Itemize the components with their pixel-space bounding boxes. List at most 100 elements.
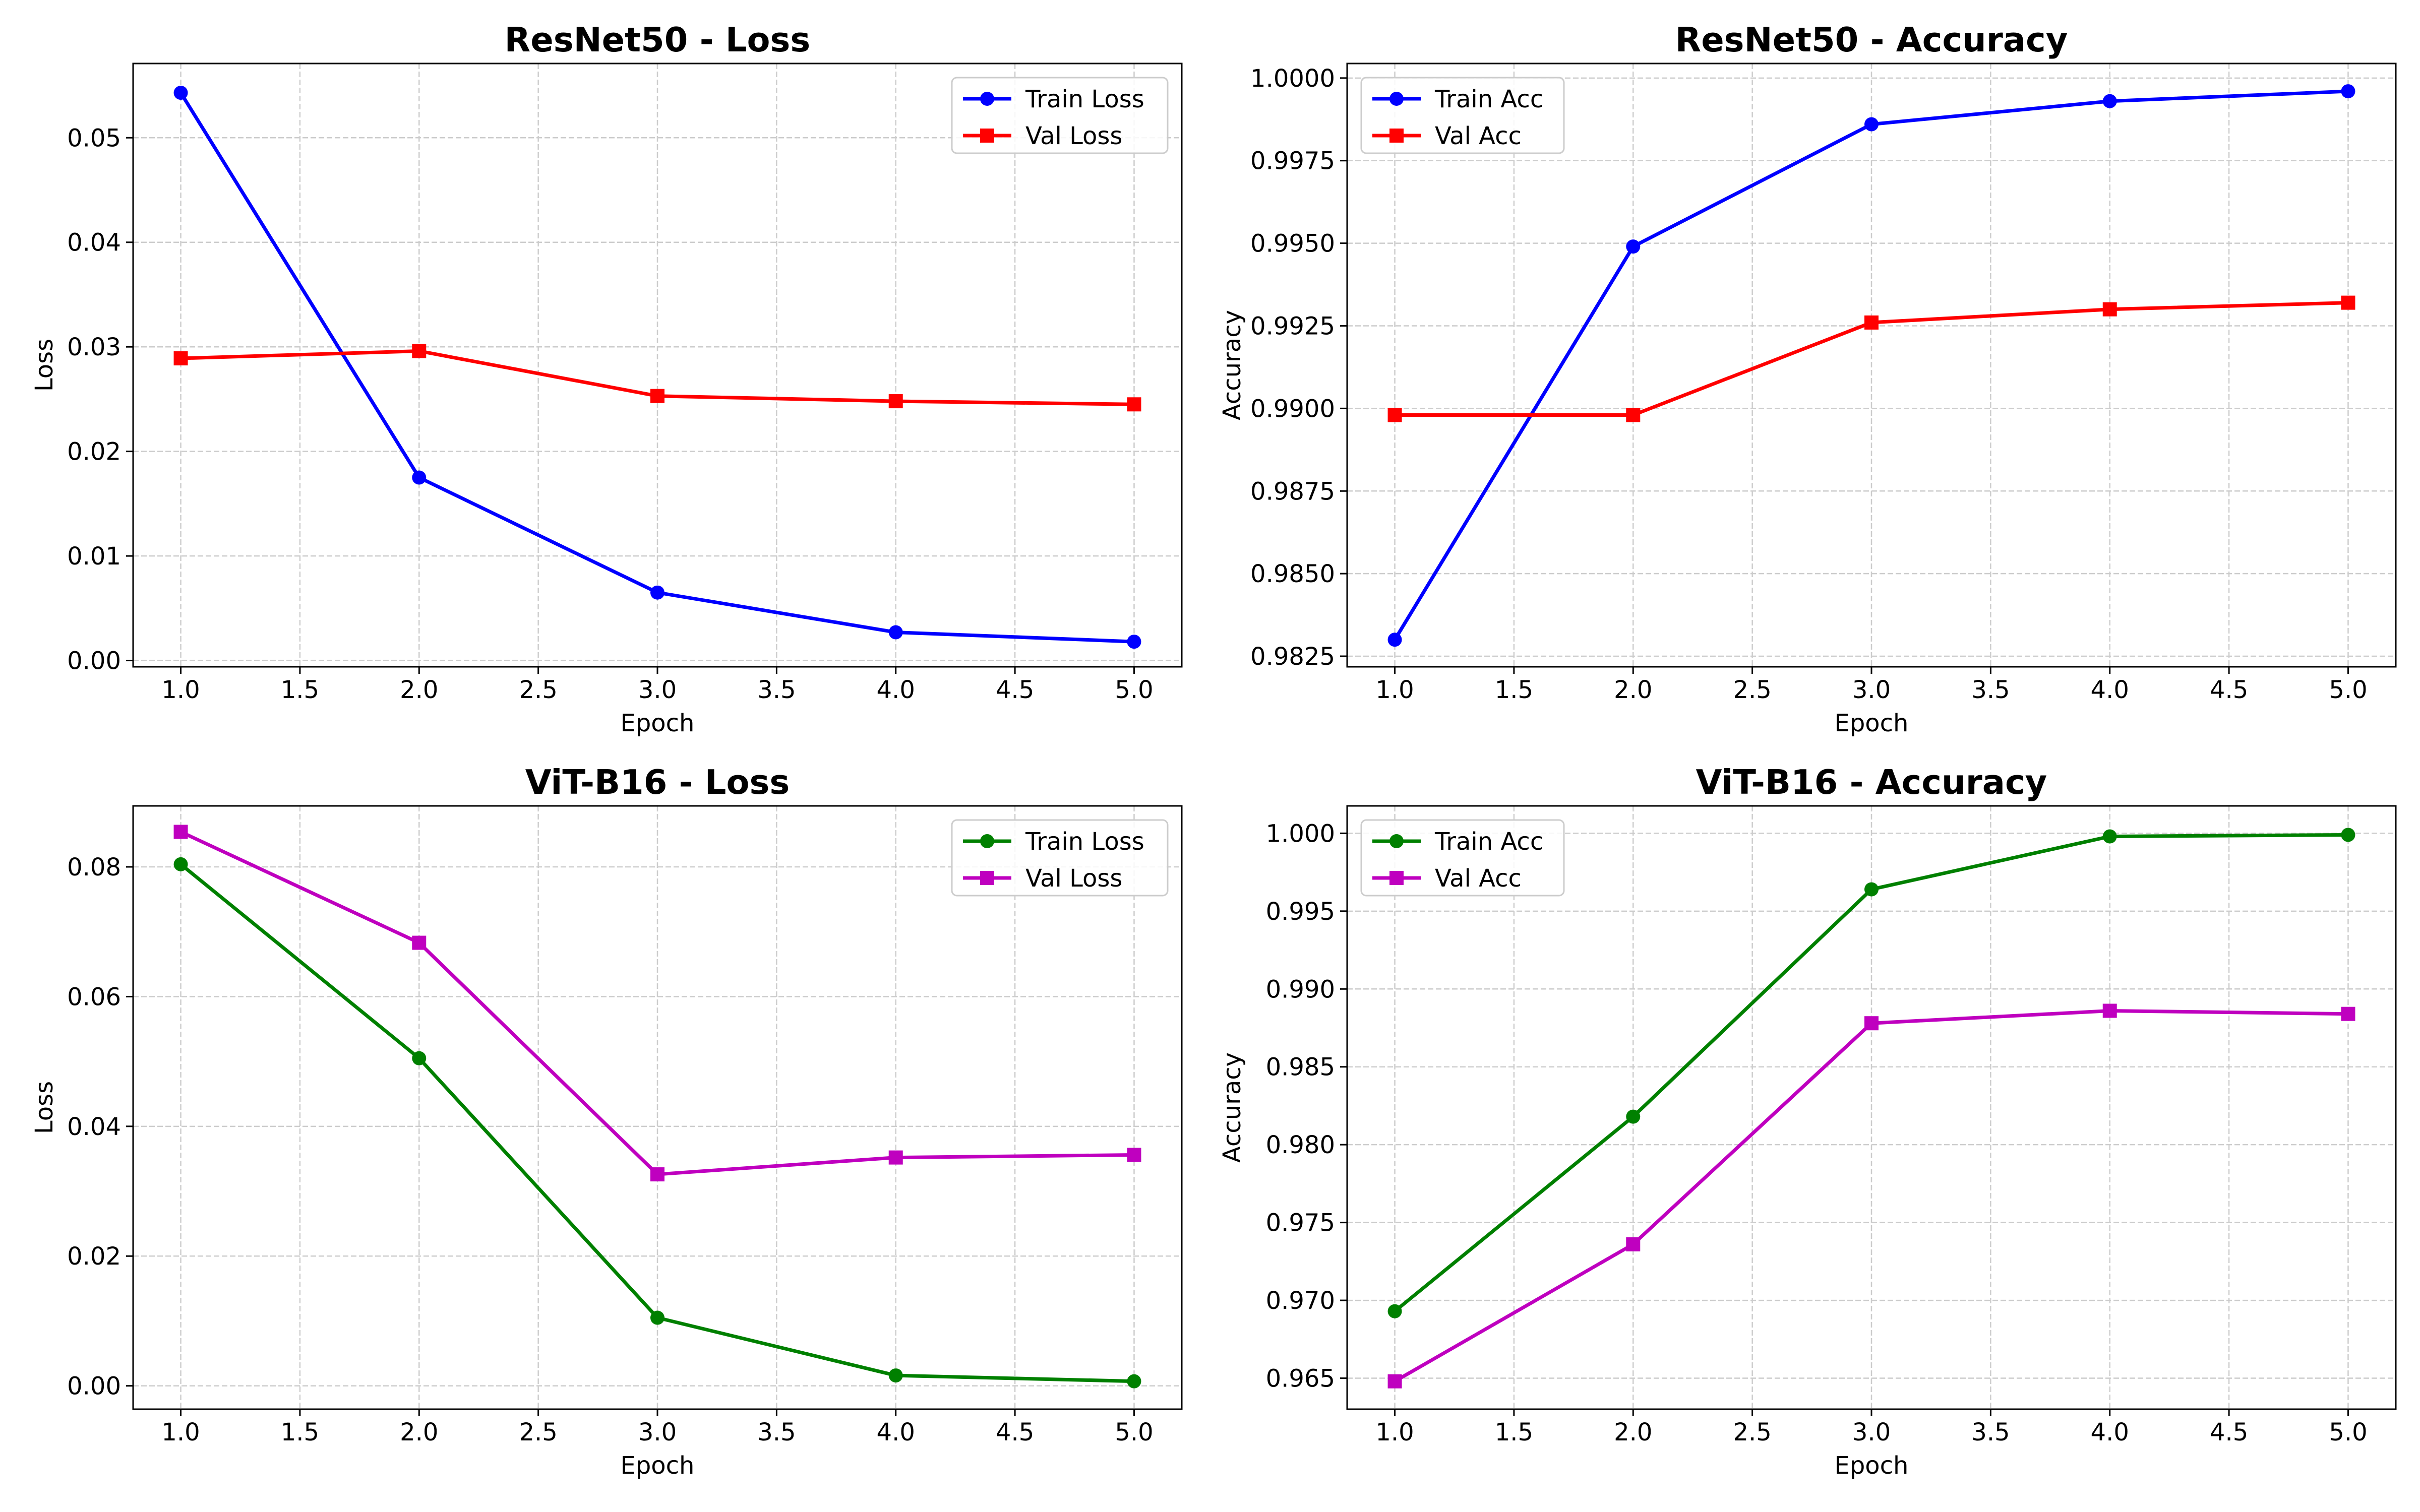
x-tick-label: 1.0 xyxy=(1375,1418,1414,1446)
legend-marker xyxy=(1389,129,1404,143)
data-point xyxy=(650,1167,664,1182)
data-point xyxy=(2102,302,2117,317)
x-tick-label: 3.0 xyxy=(638,676,677,704)
data-point xyxy=(2341,1006,2355,1021)
y-tick-label: 0.08 xyxy=(67,853,121,881)
x-tick-label: 3.5 xyxy=(1971,676,2010,704)
y-tick-label: 0.04 xyxy=(67,1113,121,1141)
chart-title: ResNet50 - Accuracy xyxy=(1675,20,2068,59)
x-tick-label: 2.0 xyxy=(400,676,438,704)
data-point xyxy=(173,857,188,871)
y-tick-label: 0.990 xyxy=(1266,975,1335,1003)
y-axis-label: Accuracy xyxy=(1218,310,1246,420)
legend-marker xyxy=(1389,92,1404,106)
x-axis-label: Epoch xyxy=(1835,709,1909,737)
x-tick-label: 4.5 xyxy=(2210,676,2248,704)
series-train-acc xyxy=(1387,84,2355,647)
y-tick-label: 0.9825 xyxy=(1250,643,1335,671)
x-tick-label: 2.5 xyxy=(1733,1418,1771,1446)
legend-marker xyxy=(980,129,994,143)
chart-title: ViT-B16 - Loss xyxy=(525,763,790,802)
x-tick-label: 3.0 xyxy=(1852,676,1891,704)
x-tick-label: 4.0 xyxy=(2091,1418,2129,1446)
legend-marker xyxy=(980,92,994,106)
y-tick-label: 0.02 xyxy=(67,1242,121,1271)
y-tick-label: 0.06 xyxy=(67,983,121,1011)
chart-title: ResNet50 - Loss xyxy=(505,20,811,59)
data-point xyxy=(650,389,664,403)
legend-label: Train Acc xyxy=(1434,828,1543,856)
y-tick-label: 0.995 xyxy=(1266,898,1335,926)
data-point xyxy=(412,344,427,358)
grid xyxy=(1347,806,2396,1409)
y-axis-label: Accuracy xyxy=(1218,1052,1246,1163)
y-axis-label: Loss xyxy=(30,1081,58,1134)
data-point xyxy=(2102,829,2117,844)
y-tick-label: 0.00 xyxy=(67,647,121,675)
series-train-loss xyxy=(173,86,1141,649)
data-point xyxy=(1864,882,1879,897)
x-tick-label: 4.0 xyxy=(877,1418,915,1446)
x-tick-label: 5.0 xyxy=(1115,676,1153,704)
legend-label: Train Loss xyxy=(1025,85,1144,113)
data-point xyxy=(888,625,903,640)
data-point xyxy=(2341,84,2355,99)
data-point xyxy=(1127,397,1141,412)
series-val-acc xyxy=(1387,295,2355,422)
legend-label: Val Loss xyxy=(1025,122,1122,150)
chart-panel-2: 1.0 1.5 2.0 2.5 3.0 3.5 4.0 4.5 5.0 0.9825 0.9850 0… xyxy=(1218,20,2397,737)
data-point xyxy=(1626,1109,1641,1124)
y-tick-label: 0.9925 xyxy=(1250,312,1335,340)
legend-marker xyxy=(980,834,994,848)
legend-label: Train Loss xyxy=(1025,828,1144,856)
x-axis-label: Epoch xyxy=(621,709,695,737)
data-point xyxy=(1864,117,1879,132)
x-tick-label: 3.5 xyxy=(757,676,796,704)
data-point xyxy=(1387,633,1402,647)
x-axis-label: Epoch xyxy=(621,1452,695,1480)
data-point xyxy=(1127,635,1141,649)
data-point xyxy=(173,351,188,366)
y-tick-label: 0.04 xyxy=(67,229,121,257)
data-point xyxy=(412,470,427,485)
data-point xyxy=(1864,1016,1879,1031)
legend-marker xyxy=(1389,871,1404,885)
grid xyxy=(133,64,1182,667)
x-tick-label: 3.0 xyxy=(1852,1418,1891,1446)
legend-label: Val Acc xyxy=(1435,122,1522,150)
legend-label: Val Acc xyxy=(1435,864,1522,893)
data-point xyxy=(173,86,188,100)
y-tick-label: 1.000 xyxy=(1266,820,1335,848)
x-tick-label: 1.5 xyxy=(1495,1418,1533,1446)
grid xyxy=(133,806,1182,1409)
data-point xyxy=(650,585,664,600)
x-tick-label: 2.5 xyxy=(1733,676,1771,704)
x-tick-label: 4.5 xyxy=(996,1418,1034,1446)
x-tick-label: 1.5 xyxy=(281,1418,319,1446)
chart-panel-3: 1.0 1.5 2.0 2.5 3.0 3.5 4.0 4.5 5.0 0.00 0.02 0.04 0… xyxy=(30,763,1183,1480)
x-tick-label: 4.0 xyxy=(2091,676,2129,704)
data-point xyxy=(173,825,188,839)
y-tick-label: 0.9875 xyxy=(1250,477,1335,506)
x-tick-label: 3.5 xyxy=(757,1418,796,1446)
legend: Train Acc Val Acc xyxy=(1360,77,1565,154)
y-axis-label: Loss xyxy=(30,339,58,392)
x-tick-label: 1.5 xyxy=(281,676,319,704)
y-tick-label: 0.9850 xyxy=(1250,560,1335,588)
series-train-acc xyxy=(1387,828,2355,1318)
y-tick-label: 0.9975 xyxy=(1250,147,1335,175)
data-point xyxy=(1626,1237,1641,1251)
series-val-loss xyxy=(173,825,1141,1182)
x-tick-label: 2.0 xyxy=(1614,1418,1652,1446)
y-tick-label: 0.00 xyxy=(67,1372,121,1401)
data-point xyxy=(1387,408,1402,422)
legend: Train Loss Val Loss xyxy=(951,77,1169,154)
x-tick-label: 2.0 xyxy=(1614,676,1652,704)
data-point xyxy=(888,1150,903,1165)
x-tick-label: 4.5 xyxy=(996,676,1034,704)
legend: Train Acc Val Acc xyxy=(1360,819,1565,897)
data-point xyxy=(1864,315,1879,330)
x-tick-label: 3.5 xyxy=(1971,1418,2010,1446)
data-point xyxy=(1127,1148,1141,1162)
